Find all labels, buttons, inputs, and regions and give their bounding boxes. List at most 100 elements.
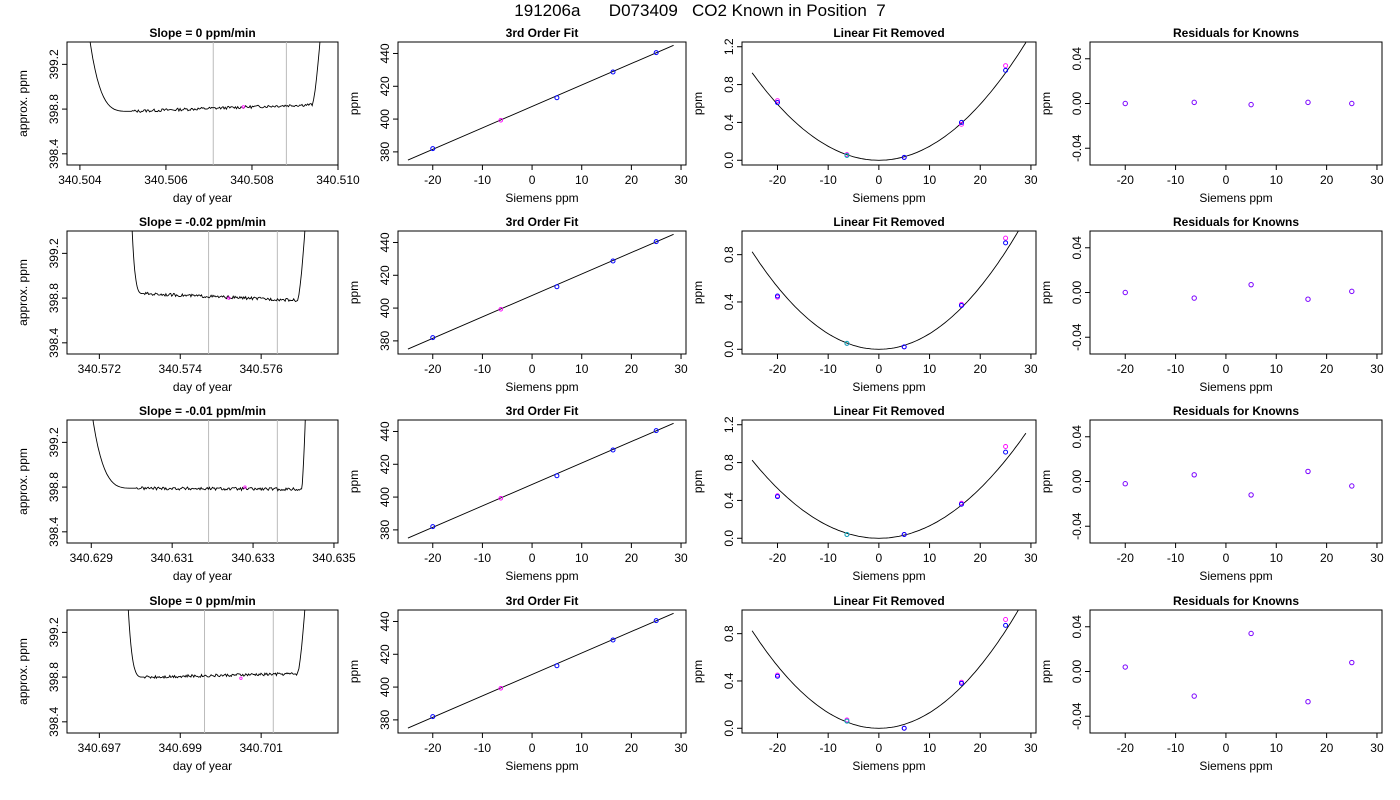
y-tick-label: 400 [378, 298, 392, 318]
plot-area [127, 610, 306, 733]
y-tick-label: 0.04 [1070, 236, 1084, 260]
plot-frame [741, 419, 1037, 544]
page-title: 191206a D073409 CO2 Known in Position 7 [514, 1, 886, 20]
residual-point [1305, 698, 1311, 705]
plot-area [92, 420, 306, 543]
known-point [653, 50, 659, 56]
y-tick-label: 0.8 [722, 246, 736, 263]
y-tick-label: -0.04 [1070, 702, 1084, 730]
x-tick-label: 340.629 [70, 551, 114, 565]
chart-title: Slope = -0.02 ppm/min [139, 215, 266, 229]
x-tick-label: 20 [625, 741, 639, 755]
y-tick-label: 380 [378, 331, 392, 351]
known-point-alt [1003, 617, 1009, 622]
x-tick-label: 20 [974, 551, 988, 565]
fit-curve [751, 42, 1027, 161]
x-tick-label: -20 [424, 362, 442, 376]
x-tick-label: 30 [674, 551, 688, 565]
known-point [844, 340, 850, 346]
plot-area [751, 610, 1019, 731]
chart-title: Residuals for Knowns [1173, 215, 1299, 229]
x-tick-label: 20 [1320, 551, 1334, 565]
x-tick-label: 30 [1024, 173, 1038, 187]
x-axis-label: Siemens ppm [1199, 191, 1272, 205]
chart-panel-r3-c3: Linear Fit Removed -20 -10 0 10 20 30 0.0 0.4 0.8… [691, 404, 1038, 583]
plot-frame [66, 230, 339, 355]
x-tick-label: 20 [974, 741, 988, 755]
x-tick-label: -10 [474, 551, 492, 565]
chart-panel-r1-c4: Residuals for Knowns -20 -10 0 10 20 30 -0.04 0.… [1039, 26, 1384, 205]
known-point [774, 494, 780, 500]
x-tick-label: -10 [474, 173, 492, 187]
residual-point [1305, 296, 1311, 302]
x-tick-label: 10 [923, 551, 937, 565]
residual-point [1248, 281, 1254, 288]
x-tick-label: -10 [1167, 741, 1185, 755]
chart-panel-r4-c2: 3rd Order Fit -20 -10 0 10 20 30 380 400 420 440 Si… [347, 594, 688, 773]
plot-area [89, 42, 321, 165]
x-tick-label: 20 [974, 173, 988, 187]
x-tick-label: -20 [769, 362, 787, 376]
x-tick-label: -20 [1117, 741, 1135, 755]
y-axis-label: ppm [347, 92, 361, 115]
x-tick-label: -20 [1117, 173, 1135, 187]
y-tick-label: 0.8 [722, 454, 736, 471]
x-tick-label: 0 [529, 741, 536, 755]
x-tick-label: 10 [575, 741, 589, 755]
known-point [774, 293, 780, 299]
y-tick-label: 0.04 [1070, 615, 1084, 639]
known-point [430, 714, 436, 720]
chart-title: Residuals for Knowns [1173, 26, 1299, 40]
x-tick-label: 20 [1320, 741, 1334, 755]
known-point [554, 284, 560, 290]
x-tick-label: 10 [575, 551, 589, 565]
chart-title: Slope = 0 ppm/min [149, 26, 255, 40]
known-point [1003, 622, 1009, 628]
x-tick-label: 20 [625, 173, 639, 187]
plot-area [407, 612, 674, 729]
known-point [610, 447, 616, 453]
chart-title: Linear Fit Removed [833, 404, 944, 418]
known-point [958, 119, 964, 125]
x-tick-label: 20 [625, 551, 639, 565]
known-point-alt [959, 121, 964, 127]
plot-area [1122, 630, 1355, 705]
known-point-alt [775, 98, 780, 104]
y-tick-label: 398.8 [47, 283, 61, 313]
x-tick-label: 340.697 [78, 741, 122, 755]
known-point [610, 258, 616, 264]
y-tick-label: 398.4 [47, 516, 61, 546]
plot-frame [397, 419, 687, 544]
co2-trace-line [92, 420, 306, 492]
known-point-alt [1003, 444, 1009, 449]
fit-curve [751, 610, 1019, 729]
y-tick-label: 1.2 [722, 38, 736, 55]
plot-area [751, 231, 1019, 350]
x-tick-label: 30 [674, 173, 688, 187]
x-tick-label: 10 [1270, 551, 1284, 565]
y-tick-label: 0.8 [722, 76, 736, 93]
residual-point [1191, 693, 1197, 699]
y-axis-label: approx. ppm [16, 259, 30, 326]
trace-marker [227, 296, 231, 300]
y-tick-label: 398.8 [47, 94, 61, 124]
y-tick-label: 440 [378, 43, 392, 63]
x-tick-label: -10 [474, 741, 492, 755]
x-tick-label: 340.506 [144, 173, 188, 187]
residual-point [1305, 468, 1311, 475]
y-tick-label: 0.0 [722, 152, 736, 169]
known-point [844, 531, 850, 537]
x-tick-label: 340.633 [231, 551, 275, 565]
x-tick-label: 340.635 [312, 551, 356, 565]
y-tick-label: 399.2 [47, 238, 61, 268]
y-tick-label: 398.4 [47, 138, 61, 168]
x-tick-label: -20 [769, 551, 787, 565]
residual-point [1349, 659, 1355, 666]
chart-title: Linear Fit Removed [833, 215, 944, 229]
known-point [1003, 449, 1009, 455]
x-tick-label: -10 [820, 362, 838, 376]
plot-frame [741, 609, 1037, 734]
plot-frame [741, 41, 1037, 166]
x-tick-label: -10 [1167, 173, 1185, 187]
x-tick-label: 10 [923, 173, 937, 187]
